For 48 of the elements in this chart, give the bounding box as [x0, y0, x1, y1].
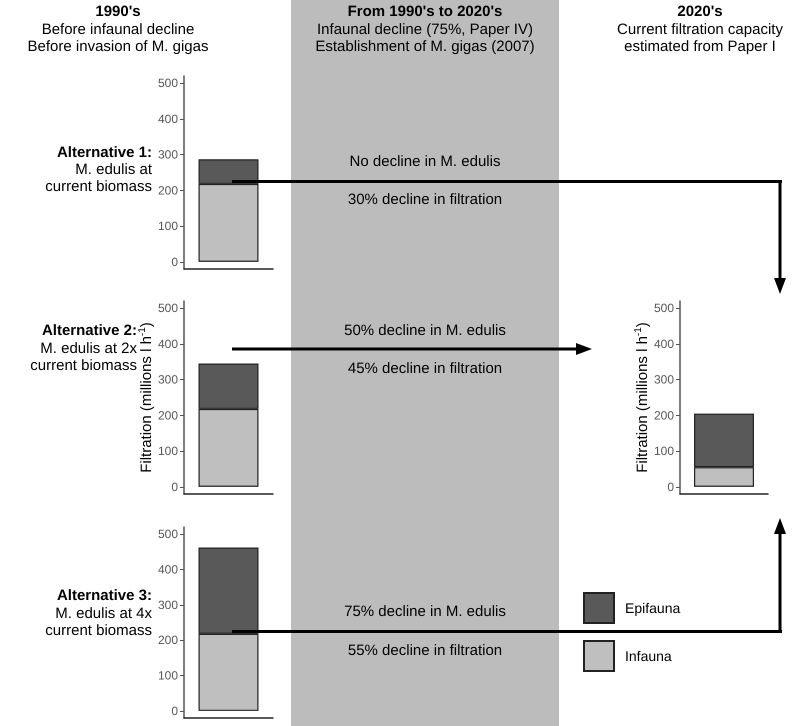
- y-tick-label: 300: [654, 372, 674, 387]
- text: 1990's: [95, 3, 141, 20]
- text: 2020's: [677, 3, 723, 20]
- text: From 1990's to 2020's: [348, 3, 502, 20]
- text: Before invasion of M. gigas: [28, 38, 208, 55]
- text: Establishment of M. gigas (2007): [315, 38, 535, 55]
- y-tick-label: 100: [158, 444, 178, 458]
- y-tick-label: 400: [158, 112, 178, 126]
- y-tick-label: 300: [158, 598, 178, 612]
- legend-label: Infauna: [625, 648, 672, 664]
- text: Current filtration capacity estimated from Paper I: [616, 21, 784, 55]
- text: Alternative 3:: [56, 587, 152, 604]
- y-tick-label: 300: [158, 372, 178, 387]
- y-tick-label: 200: [654, 408, 674, 422]
- y-tick-label: 100: [158, 668, 178, 683]
- text: 45% decline in filtration: [348, 360, 502, 377]
- y-tick-label: 100: [158, 219, 178, 234]
- y-tick-label: 200: [158, 183, 178, 198]
- text: 55% decline in filtration: [348, 642, 502, 659]
- text: Infaunal decline (75%, Paper IV): [317, 21, 533, 38]
- text: Alternative 2:: [40, 322, 137, 339]
- text: M. edulis at 2x current biomass: [29, 340, 137, 374]
- text: Before infaunal decline: [42, 21, 194, 38]
- y-tick-label: 0: [171, 254, 178, 269]
- y-tick-label: 500: [158, 527, 178, 542]
- text: M. edulis at 4x current biomass: [44, 605, 152, 639]
- y-axis-title: Filtration (millions l h-1): [633, 322, 652, 473]
- y-tick-label: 400: [654, 336, 674, 351]
- y-axis-title: Filtration (millions l h-1): [137, 322, 156, 473]
- y-tick-label: 200: [158, 633, 178, 648]
- text: No decline in M. edulis: [350, 153, 500, 170]
- y-tick-label: 500: [654, 301, 674, 316]
- text: 30% decline in filtration: [348, 191, 502, 208]
- y-tick-label: 300: [158, 148, 178, 162]
- text: 75% decline in M. edulis: [344, 603, 506, 620]
- legend-label: Epifauna: [625, 600, 680, 616]
- y-tick-label: 400: [158, 562, 178, 576]
- y-tick-label: 0: [171, 704, 178, 718]
- y-tick-label: 400: [158, 336, 178, 351]
- y-tick-label: 500: [158, 301, 178, 316]
- text: Alternative 1:: [56, 144, 152, 161]
- y-tick-label: 500: [158, 76, 178, 90]
- y-tick-label: 0: [667, 480, 674, 494]
- text: 50% decline in M. edulis: [344, 322, 506, 339]
- y-tick-label: 200: [158, 408, 178, 422]
- text: M. edulis at current biomass: [44, 161, 152, 195]
- y-tick-label: 0: [171, 480, 178, 494]
- y-tick-label: 100: [654, 444, 674, 458]
